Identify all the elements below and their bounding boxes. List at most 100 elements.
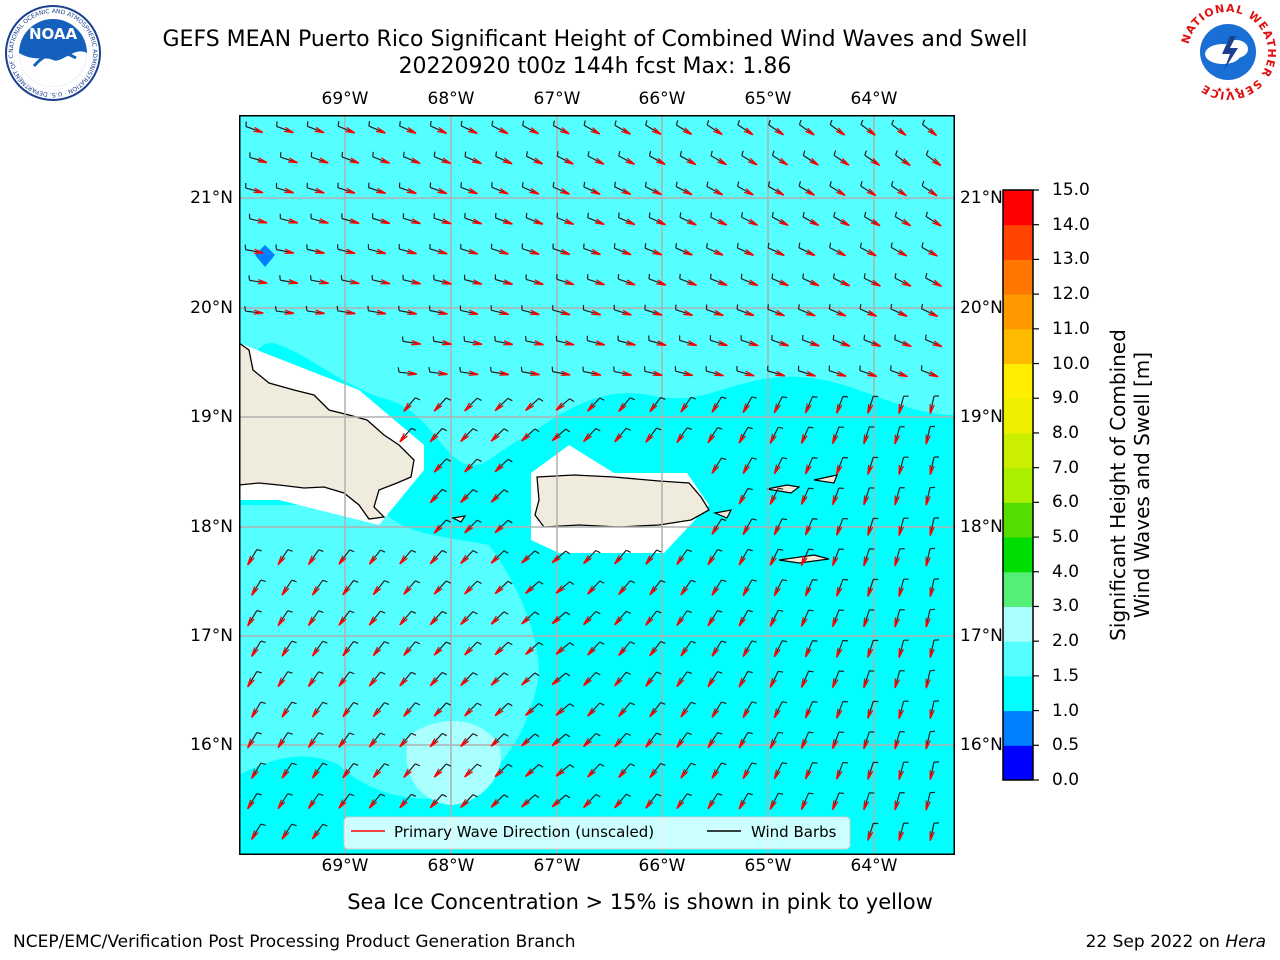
wave-direction-arrow xyxy=(498,187,509,195)
wind-barb-flag xyxy=(260,579,266,582)
wave-direction-arrow xyxy=(311,829,320,840)
wave-direction-arrow xyxy=(494,463,504,473)
wave-direction-arrow xyxy=(555,402,565,411)
wave-direction-arrow xyxy=(656,279,667,286)
wave-direction-arrow xyxy=(929,648,935,659)
wave-direction-arrow xyxy=(649,585,658,596)
wave-direction-arrow xyxy=(835,525,843,536)
wave-direction-arrow xyxy=(464,585,473,595)
wave-direction-arrow xyxy=(345,309,356,315)
wind-barb-flag xyxy=(552,181,555,188)
wind-barb-flag xyxy=(737,119,741,126)
wave-direction-arrow xyxy=(870,218,881,227)
wind-barb-flag xyxy=(507,580,513,585)
wind-barb-flag xyxy=(565,550,571,555)
wave-direction-arrow xyxy=(867,370,878,378)
wind-barb-flag xyxy=(717,427,723,430)
wave-direction-arrow xyxy=(406,187,417,195)
wave-direction-arrow xyxy=(775,309,786,317)
wave-direction-arrow xyxy=(738,555,746,566)
wind-barb-flag xyxy=(660,701,666,705)
wind-barb-flag xyxy=(472,550,478,554)
wave-direction-arrow xyxy=(429,433,439,443)
land-hispaniola xyxy=(239,342,415,520)
wave-direction-arrow xyxy=(625,279,636,286)
wave-direction-arrow xyxy=(779,340,790,347)
wind-barb-flag xyxy=(629,397,636,401)
wind-barb-flag xyxy=(353,579,359,583)
wave-direction-arrow xyxy=(433,646,443,656)
nws-logo: NATIONAL WEATHER SERVICE ★ ★ ★ xyxy=(1178,2,1278,102)
wave-direction-arrow xyxy=(529,370,540,376)
wind-barb-flag xyxy=(415,397,421,401)
colorbar-tick-label: 3.0 xyxy=(1052,596,1080,617)
wind-barb-flag xyxy=(569,764,575,768)
wave-direction-arrow xyxy=(618,585,627,596)
wind-barb-flag xyxy=(686,549,692,553)
wind-barb-flag xyxy=(686,610,692,614)
wind-barb-flag xyxy=(441,427,447,432)
wind-barb-flag xyxy=(864,150,868,156)
wave-direction-arrow xyxy=(800,495,808,506)
land-virgin-islands xyxy=(712,474,838,564)
wind-barb-flag xyxy=(740,273,743,279)
colorbar-tick-label: 13.0 xyxy=(1052,249,1090,270)
wind-barb-flag xyxy=(305,305,308,312)
wind-barb-flag xyxy=(503,672,509,676)
wave-direction-arrow xyxy=(901,340,912,348)
wave-direction-arrow xyxy=(281,830,290,840)
wind-barb-flag xyxy=(595,671,601,676)
wind-barb-flag xyxy=(782,579,788,582)
wind-barb-flag xyxy=(507,458,513,463)
wave-direction-arrow xyxy=(738,433,746,444)
wave-direction-arrow xyxy=(686,157,697,166)
colorbar-segment xyxy=(1003,745,1033,781)
wave-direction-arrow xyxy=(551,737,561,747)
wave-direction-arrow xyxy=(929,526,935,537)
wave-direction-arrow xyxy=(897,127,907,136)
wind-barb-flag xyxy=(399,120,401,127)
wave-direction-arrow xyxy=(867,830,874,841)
wave-direction-arrow xyxy=(494,646,504,656)
wave-direction-arrow xyxy=(582,677,592,687)
lat-label-left-16n: 16°N xyxy=(190,735,233,755)
wind-barb-flag xyxy=(717,549,723,552)
wave-direction-arrow xyxy=(831,678,839,689)
wind-barb-flag xyxy=(808,609,814,612)
wave-direction-arrow xyxy=(622,370,632,376)
wave-direction-arrow xyxy=(521,798,531,808)
wave-direction-arrow xyxy=(433,402,443,412)
wind-barb-flag xyxy=(747,548,753,552)
wind-barb-flag xyxy=(747,670,753,674)
wave-direction-arrow xyxy=(281,708,290,718)
wind-barb-flag xyxy=(353,762,359,766)
wave-direction-arrow xyxy=(307,799,316,810)
wave-direction-arrow xyxy=(468,248,479,255)
wave-direction-arrow xyxy=(368,555,378,565)
wave-direction-arrow xyxy=(645,677,654,687)
wind-barb-flag xyxy=(778,731,784,734)
wave-direction-arrow xyxy=(591,309,602,316)
wind-barb-flag xyxy=(291,701,297,705)
wind-barb-flag xyxy=(921,303,924,309)
wave-direction-arrow xyxy=(687,340,698,347)
wind-barb-flag xyxy=(686,732,692,736)
wind-barb-flag xyxy=(717,610,723,613)
wave-direction-arrow xyxy=(831,495,839,506)
wave-direction-arrow xyxy=(318,218,329,224)
wave-direction-arrow xyxy=(314,187,325,194)
legend-primary-wave-label: Primary Wave Direction (unscaled) xyxy=(394,823,654,841)
wave-direction-arrow xyxy=(257,157,268,164)
wind-barb-flag xyxy=(445,458,451,462)
wave-direction-arrow xyxy=(932,340,943,348)
wind-barb-flag xyxy=(798,181,802,187)
wave-direction-arrow xyxy=(555,768,565,777)
wind-barb-flag xyxy=(401,336,404,342)
wind-barb-flag xyxy=(778,609,784,612)
wind-barb-flag xyxy=(260,823,266,826)
wave-direction-arrow xyxy=(594,218,605,226)
wave-direction-arrow xyxy=(551,676,561,686)
wave-direction-arrow xyxy=(894,800,900,811)
wind-barb-flag xyxy=(812,396,818,398)
wave-direction-arrow xyxy=(717,279,728,286)
